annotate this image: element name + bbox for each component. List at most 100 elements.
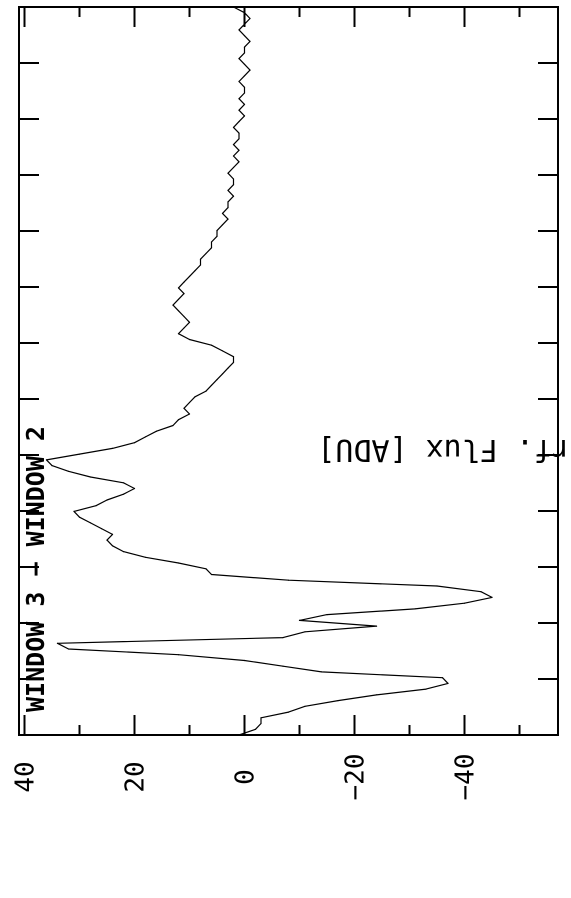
data-point: [122, 493, 125, 495]
data-point: [227, 207, 229, 209]
data-point: [232, 361, 235, 363]
data-point: [232, 155, 235, 157]
data-point: [232, 126, 235, 128]
data-point: [232, 356, 235, 358]
data-point: [216, 379, 218, 381]
data-point: [45, 459, 48, 461]
data-point: [216, 230, 218, 232]
data-point: [122, 551, 125, 553]
data-point: [210, 573, 213, 576]
data-point: [254, 728, 257, 730]
data-point: [232, 195, 235, 197]
data-point: [243, 115, 246, 117]
data-point: [177, 287, 180, 289]
data-point: [199, 264, 202, 266]
data-point: [210, 247, 213, 249]
data-point: [238, 109, 240, 111]
y-axis-label: Mean Interf. Flux [ADU]: [317, 432, 571, 467]
data-point: [232, 178, 235, 180]
data-point: [304, 631, 306, 633]
data-point: [447, 682, 449, 685]
data-point: [205, 252, 207, 255]
data-point: [227, 189, 229, 191]
value-tick-label: −20: [341, 754, 371, 801]
data-point: [177, 654, 180, 656]
data-point: [188, 275, 191, 277]
data-point: [232, 144, 235, 146]
tick-layer: 40 20 0 −20 −40: [11, 7, 558, 801]
data-point: [243, 52, 246, 54]
data-point: [67, 470, 70, 472]
data-point: [298, 619, 301, 622]
data-point: [188, 321, 191, 323]
data-point: [73, 510, 75, 512]
data-point: [172, 304, 174, 306]
data-point: [56, 642, 59, 644]
data-point: [375, 625, 378, 627]
data-point: [260, 722, 262, 725]
data-point: [194, 270, 196, 272]
data-point: [243, 46, 246, 48]
data-point: [320, 671, 323, 673]
data-point: [249, 17, 251, 20]
data-point: [210, 384, 213, 386]
value-tick-label: 40: [11, 761, 41, 792]
data-point: [441, 677, 444, 679]
series-layer: [45, 6, 493, 736]
data-point: [221, 212, 224, 214]
data-point: [183, 407, 185, 409]
data-point: [177, 333, 180, 335]
data-point: [436, 585, 438, 587]
data-point: [238, 121, 240, 123]
data-point: [78, 516, 81, 518]
data-point: [243, 86, 246, 88]
data-point: [243, 12, 246, 14]
value-tick-label: 20: [121, 761, 151, 792]
data-point: [111, 545, 114, 547]
data-point: [133, 487, 136, 490]
data-point: [216, 235, 218, 237]
data-point: [227, 218, 229, 220]
series-line-0: [45, 6, 493, 736]
data-point: [238, 98, 240, 100]
data-point: [480, 591, 482, 593]
label-layer: WINDOW 3 − WINDOW 2 Mean Interf. Flux [A…: [21, 426, 571, 712]
data-point: [188, 401, 191, 404]
data-point: [243, 659, 246, 662]
data-point: [95, 505, 97, 507]
data-point: [78, 453, 81, 455]
data-point: [243, 35, 246, 37]
data-point: [210, 241, 213, 243]
data-point: [243, 92, 246, 94]
value-tick-label: −40: [451, 754, 481, 801]
data-point: [177, 310, 180, 312]
data-point: [183, 327, 185, 329]
data-point: [304, 705, 306, 707]
data-point: [155, 430, 158, 432]
data-point: [194, 396, 196, 398]
data-point: [89, 522, 92, 524]
data-point: [227, 172, 229, 174]
data-point: [111, 533, 114, 536]
data-point: [144, 436, 147, 438]
data-point: [287, 579, 290, 581]
data-point: [238, 161, 240, 163]
data-point: [491, 596, 493, 599]
data-point: [188, 413, 191, 415]
data-point: [106, 499, 108, 501]
data-point: [238, 80, 240, 83]
data-point: [183, 315, 185, 318]
data-point: [260, 717, 262, 719]
data-point: [67, 648, 70, 650]
data-point: [238, 58, 240, 60]
data-point: [210, 344, 213, 346]
data-point: [188, 338, 191, 341]
data-point: [227, 367, 229, 369]
data-point: [243, 63, 246, 65]
annotation-window-diff: WINDOW 3 − WINDOW 2: [21, 426, 50, 712]
data-point: [282, 637, 284, 639]
data-point: [232, 6, 235, 8]
data-point: [221, 373, 224, 375]
data-point: [238, 734, 240, 736]
